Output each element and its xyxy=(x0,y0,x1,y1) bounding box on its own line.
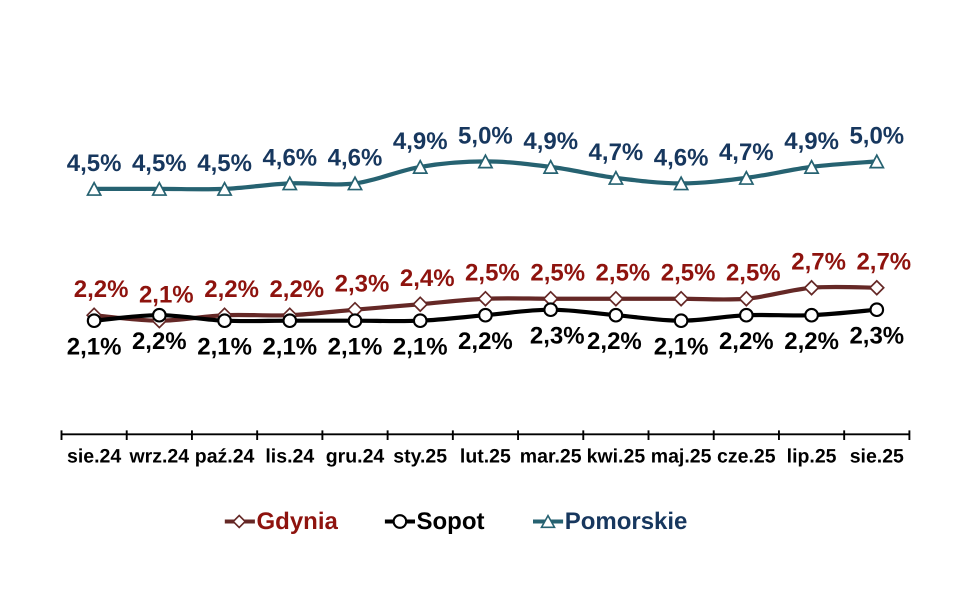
svg-text:lip.25: lip.25 xyxy=(787,446,837,468)
svg-text:cze.25: cze.25 xyxy=(717,446,776,468)
svg-text:4,9%: 4,9% xyxy=(784,128,839,155)
svg-text:2,2%: 2,2% xyxy=(719,328,774,355)
svg-text:mar.25: mar.25 xyxy=(520,446,582,468)
svg-text:maj.25: maj.25 xyxy=(651,446,712,468)
svg-text:2,5%: 2,5% xyxy=(530,260,585,287)
svg-text:lut.25: lut.25 xyxy=(460,446,511,468)
svg-text:2,5%: 2,5% xyxy=(661,260,716,287)
svg-text:4,5%: 4,5% xyxy=(197,150,252,177)
svg-text:paź.24: paź.24 xyxy=(195,446,255,468)
svg-text:sie.24: sie.24 xyxy=(67,446,121,468)
svg-text:2,1%: 2,1% xyxy=(197,334,252,361)
svg-text:2,2%: 2,2% xyxy=(74,276,129,303)
svg-text:2,1%: 2,1% xyxy=(139,282,194,309)
svg-text:4,6%: 4,6% xyxy=(328,144,383,171)
svg-text:2,2%: 2,2% xyxy=(132,328,187,355)
svg-text:2,2%: 2,2% xyxy=(204,276,259,303)
svg-text:2,7%: 2,7% xyxy=(791,249,846,276)
svg-text:2,5%: 2,5% xyxy=(726,260,781,287)
svg-text:5,0%: 5,0% xyxy=(849,122,904,149)
svg-text:2,3%: 2,3% xyxy=(530,323,585,350)
svg-text:wrz.24: wrz.24 xyxy=(128,446,189,468)
svg-text:gru.24: gru.24 xyxy=(326,446,385,468)
svg-text:4,6%: 4,6% xyxy=(262,144,317,171)
svg-text:2,2%: 2,2% xyxy=(784,328,839,355)
svg-text:Sopot: Sopot xyxy=(417,508,485,535)
svg-text:lis.24: lis.24 xyxy=(265,446,314,468)
svg-text:2,1%: 2,1% xyxy=(67,334,122,361)
svg-text:2,2%: 2,2% xyxy=(587,328,642,355)
svg-text:4,9%: 4,9% xyxy=(523,128,578,155)
svg-text:Pomorskie: Pomorskie xyxy=(565,508,688,535)
svg-text:sie.25: sie.25 xyxy=(850,446,904,468)
svg-text:2,2%: 2,2% xyxy=(269,276,324,303)
svg-text:2,7%: 2,7% xyxy=(856,249,911,276)
svg-text:2,1%: 2,1% xyxy=(393,334,448,361)
svg-text:4,7%: 4,7% xyxy=(719,139,774,166)
svg-text:kwi.25: kwi.25 xyxy=(587,446,646,468)
svg-text:2,1%: 2,1% xyxy=(654,334,709,361)
svg-text:Gdynia: Gdynia xyxy=(257,508,339,535)
svg-text:2,3%: 2,3% xyxy=(849,323,904,350)
svg-text:4,6%: 4,6% xyxy=(654,144,709,171)
svg-text:sty.25: sty.25 xyxy=(393,446,447,468)
svg-text:4,5%: 4,5% xyxy=(132,150,187,177)
svg-text:4,9%: 4,9% xyxy=(393,128,448,155)
svg-text:2,1%: 2,1% xyxy=(328,334,383,361)
svg-text:4,7%: 4,7% xyxy=(589,139,644,166)
svg-text:5,0%: 5,0% xyxy=(458,122,513,149)
svg-text:2,5%: 2,5% xyxy=(596,260,651,287)
svg-text:2,1%: 2,1% xyxy=(262,334,317,361)
svg-text:2,4%: 2,4% xyxy=(400,265,455,292)
svg-text:4,5%: 4,5% xyxy=(67,150,122,177)
svg-text:2,5%: 2,5% xyxy=(465,260,520,287)
svg-text:2,3%: 2,3% xyxy=(335,271,390,298)
svg-text:2,2%: 2,2% xyxy=(458,328,513,355)
